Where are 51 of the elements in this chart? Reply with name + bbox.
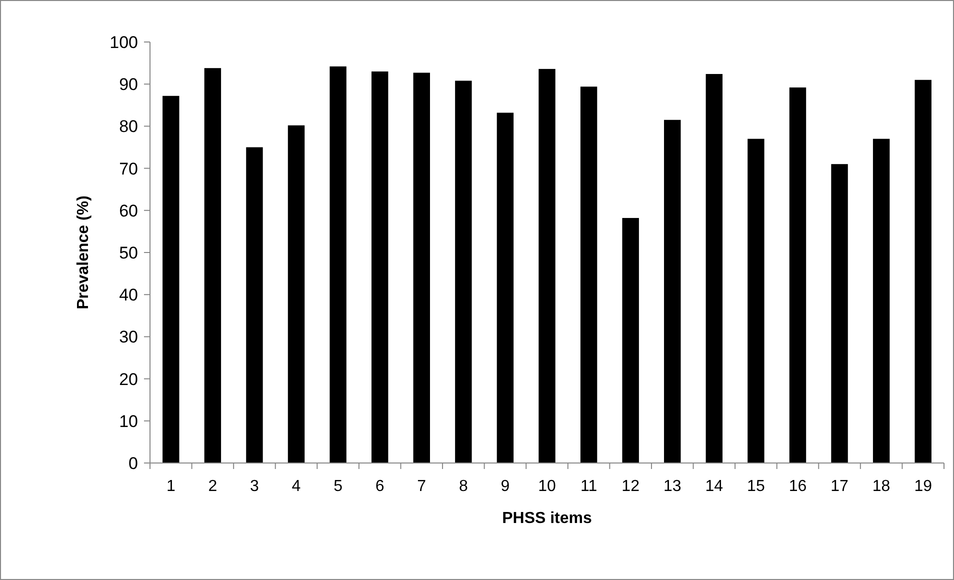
bar [330,66,346,463]
x-tick-label: 3 [250,478,260,495]
x-tick-label: 10 [538,478,556,495]
y-tick-label: 30 [119,328,138,347]
x-tick-label: 4 [292,478,301,495]
y-tick-label: 60 [119,201,138,220]
bar [831,164,848,463]
x-tick-label: 8 [458,478,468,495]
bar [288,125,305,463]
x-tick-label: 1 [166,478,176,495]
x-tick-label: 5 [334,478,343,495]
bar [538,68,556,463]
bar [664,120,681,463]
x-tick-label: 17 [830,478,849,495]
x-axis-title: PHSS items [502,510,592,527]
y-tick-label: 70 [119,159,138,178]
bar [706,74,723,463]
x-tick-label: 14 [705,478,724,495]
bar [580,86,598,463]
bar [371,71,388,463]
bar [748,138,764,463]
bar [246,147,263,463]
y-tick-label: 0 [128,454,138,473]
x-tick-label: 13 [663,478,682,495]
y-tick-label: 100 [110,32,138,52]
y-axis-title: Prevalence (%) [75,196,92,310]
bar [789,87,806,463]
x-tick-label: 2 [208,478,218,495]
x-tick-label: 19 [914,478,932,495]
y-tick-label: 90 [119,75,138,94]
bar [455,80,472,463]
x-tick-label: 9 [500,478,510,495]
x-tick-label: 7 [417,478,426,495]
bar [204,68,222,463]
x-tick-label: 16 [788,478,807,495]
bar [914,80,932,463]
bar [413,72,430,463]
bar [872,138,890,463]
bar [622,218,639,463]
y-tick-label: 80 [119,117,138,136]
y-tick-label: 40 [119,286,138,305]
y-tick-label: 20 [119,370,138,389]
bar [162,96,180,463]
y-tick-label: 50 [119,243,138,262]
x-tick-label: 12 [622,478,640,495]
x-tick-label: 15 [747,478,765,495]
y-tick-label: 10 [119,412,138,431]
x-tick-label: 6 [375,478,384,495]
bar [496,112,514,463]
x-tick-label: 18 [872,478,890,495]
x-tick-label: 11 [580,478,598,495]
